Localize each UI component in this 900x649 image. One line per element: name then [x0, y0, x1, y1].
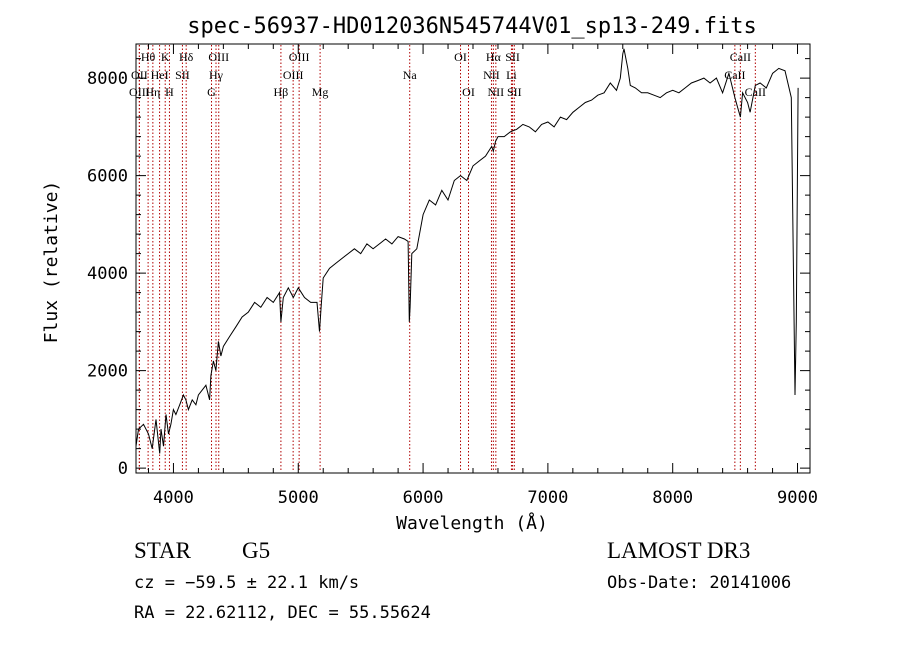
line-label: OI [462, 85, 475, 99]
line-label: Na [403, 68, 418, 82]
line-label: HeI [151, 68, 169, 82]
line-label: Hα [486, 50, 502, 64]
line-label: CaII [730, 50, 751, 64]
line-label: CaII [724, 68, 745, 82]
x-axis-label: Wavelength (Å) [396, 512, 548, 534]
x-tick-label: 8000 [652, 488, 693, 508]
plot-frame [135, 43, 811, 474]
line-label: Li [506, 68, 517, 82]
line-label: CaII [745, 85, 766, 99]
line-label: SII [505, 50, 520, 64]
chart-title: spec-56937-HD012036N545744V01_sp13-249.f… [187, 14, 757, 39]
line-label: Hγ [209, 68, 224, 82]
x-tick-label: 7000 [527, 488, 568, 508]
line-label: OI [454, 50, 467, 64]
y-tick-label: 6000 [87, 167, 128, 187]
x-tick-label: 5000 [278, 488, 319, 508]
line-label: Hθ [141, 50, 156, 64]
object-class: STAR [134, 538, 191, 563]
x-tick-label: 9000 [777, 488, 818, 508]
line-label: Mg [312, 85, 329, 99]
y-axis-label: Flux (relative) [41, 181, 62, 344]
line-label: OIII [289, 50, 310, 64]
spectrum-line [135, 48, 799, 454]
line-label: G [207, 85, 216, 99]
y-tick-label: 2000 [87, 362, 128, 382]
line-label: OIII [129, 85, 150, 99]
y-tick-label: 8000 [87, 69, 128, 89]
line-label: SII [175, 68, 190, 82]
line-label: NII [488, 85, 505, 99]
y-tick-labels: 0 2000 4000 6000 8000 [87, 69, 128, 479]
y-tick-label: 0 [118, 459, 128, 479]
line-label: NII [483, 68, 500, 82]
line-label: Hδ [179, 50, 194, 64]
line-label: SII [507, 85, 522, 99]
observation-date: Obs-Date: 20141006 [607, 573, 792, 593]
line-label: H [165, 85, 174, 99]
line-label: OII [131, 68, 148, 82]
line-label: OIII [283, 68, 304, 82]
line-label: K [161, 50, 170, 64]
line-label: OIII [208, 50, 229, 64]
coordinates: RA = 22.62112, DEC = 55.55624 [134, 603, 431, 623]
redshift-velocity: cz = −59.5 ± 22.1 km/s [134, 573, 360, 593]
axis-ticks [136, 44, 810, 473]
y-tick-label: 4000 [87, 264, 128, 284]
survey-name: LAMOST DR3 [607, 538, 751, 563]
x-tick-label: 4000 [153, 488, 194, 508]
object-subclass: G5 [242, 538, 271, 563]
reference-lines [138, 45, 756, 472]
line-label: Hη [145, 85, 160, 99]
line-label: Hβ [274, 85, 289, 99]
x-tick-label: 6000 [403, 488, 444, 508]
x-tick-labels: 4000 5000 6000 7000 8000 9000 [153, 488, 818, 508]
